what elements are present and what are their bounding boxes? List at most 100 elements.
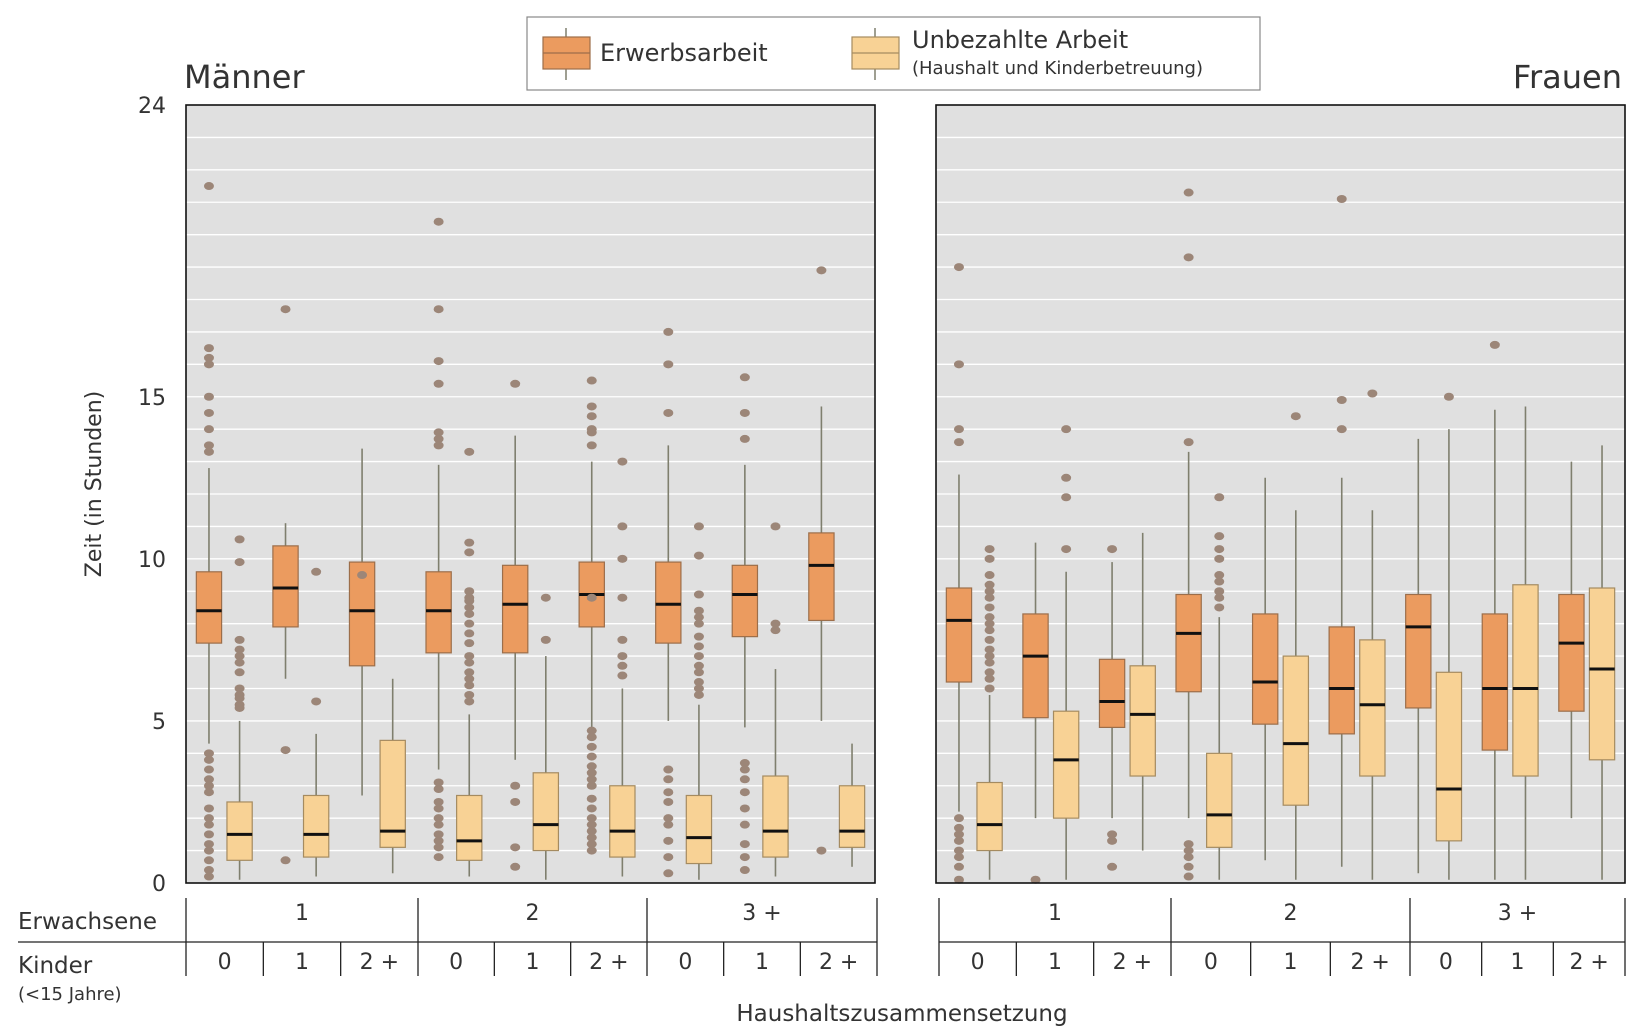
outlier-point (586, 593, 597, 602)
outlier-point (464, 674, 475, 683)
outlier-point (234, 652, 245, 661)
outlier-point (1183, 872, 1194, 881)
box-unbezahlt (1282, 412, 1310, 880)
outlier-point (203, 765, 214, 774)
kids-label: 1 (1511, 950, 1525, 975)
box-iqr (1435, 671, 1463, 842)
outlier-point (464, 548, 475, 557)
outlier-point (1214, 587, 1225, 596)
outlier-point (586, 794, 597, 803)
outlier-point (433, 830, 444, 839)
outlier-point (433, 217, 444, 226)
outlier-point (464, 690, 475, 699)
outlier-point (1214, 493, 1225, 502)
kids-label: 2 + (1350, 950, 1389, 975)
outlier-point (586, 762, 597, 771)
outlier-point (433, 357, 444, 366)
outlier-point (234, 694, 245, 703)
outlier-point (617, 554, 628, 563)
box-erwerb (731, 373, 759, 875)
outlier-point (693, 613, 704, 622)
outlier-point (953, 814, 964, 823)
outlier-point (464, 697, 475, 706)
outlier-point (663, 408, 674, 417)
box-erwerb (348, 448, 376, 796)
outlier-point (203, 408, 214, 417)
outlier-point (739, 820, 750, 829)
adults-label: 3 + (1498, 901, 1537, 926)
box-erwerb (945, 263, 973, 884)
outlier-point (203, 856, 214, 865)
box-unbezahlt (532, 593, 560, 880)
outlier-point (1183, 253, 1194, 262)
y-tick-label: 15 (138, 386, 166, 411)
y-tick-label: 5 (152, 710, 166, 735)
outlier-point (984, 571, 995, 580)
box-iqr (731, 564, 759, 638)
outlier-point (1336, 425, 1347, 434)
outlier-point (464, 603, 475, 612)
outlier-point (586, 781, 597, 790)
box-iqr (685, 794, 713, 865)
outlier-point (203, 749, 214, 758)
kids-label: 0 (1204, 950, 1218, 975)
adults-label: 1 (1048, 901, 1062, 926)
box-erwerb (1251, 477, 1279, 861)
box-iqr (1512, 584, 1539, 777)
outlier-point (953, 830, 964, 839)
outlier-point (984, 684, 995, 693)
outlier-point (984, 580, 995, 589)
outlier-point (693, 668, 704, 677)
kids-label: 0 (218, 950, 232, 975)
outlier-point (280, 856, 291, 865)
box-unbezahlt (1052, 425, 1080, 880)
outlier-point (1183, 846, 1194, 855)
outlier-point (953, 438, 964, 447)
box-erwerb (501, 379, 529, 871)
box-iqr (1359, 639, 1386, 777)
box-iqr (1481, 613, 1509, 751)
outlier-point (663, 775, 674, 784)
outlier-point (739, 788, 750, 797)
outlier-point (433, 778, 444, 787)
outlier-point (693, 690, 704, 699)
box-unbezahlt (1435, 392, 1463, 880)
outlier-point (464, 596, 475, 605)
outlier-point (693, 619, 704, 628)
outlier-point (1061, 493, 1072, 502)
box-iqr (1022, 613, 1049, 719)
outlier-point (586, 820, 597, 829)
outlier-point (433, 797, 444, 806)
box-unbezahlt (609, 457, 636, 877)
panel-maenner (185, 104, 876, 884)
box-iqr (456, 794, 483, 861)
outlier-point (984, 626, 995, 635)
outlier-point (1489, 340, 1500, 349)
outlier-point (739, 775, 750, 784)
outlier-point (510, 843, 521, 852)
box-erwerb (578, 376, 605, 855)
kids-label: 1 (526, 950, 540, 975)
outlier-point (693, 678, 704, 687)
outlier-point (540, 593, 551, 602)
outlier-point (586, 402, 597, 411)
outlier-point (1336, 195, 1347, 204)
box-unbezahlt (456, 447, 483, 877)
box-unbezahlt (976, 545, 1003, 880)
outlier-point (663, 869, 674, 878)
outlier-point (203, 447, 214, 456)
box-iqr (272, 545, 299, 628)
outlier-point (693, 684, 704, 693)
outlier-point (953, 875, 964, 884)
outlier-point (540, 635, 551, 644)
kids-label: 1 (1048, 950, 1062, 975)
outlier-point (1214, 571, 1225, 580)
box-erwerb (1328, 195, 1355, 867)
kids-label: 1 (295, 950, 309, 975)
adults-label: 2 (526, 901, 540, 926)
outlier-point (510, 379, 521, 388)
outlier-point (433, 804, 444, 813)
outlier-point (203, 872, 214, 881)
outlier-point (433, 836, 444, 845)
outlier-point (433, 379, 444, 388)
